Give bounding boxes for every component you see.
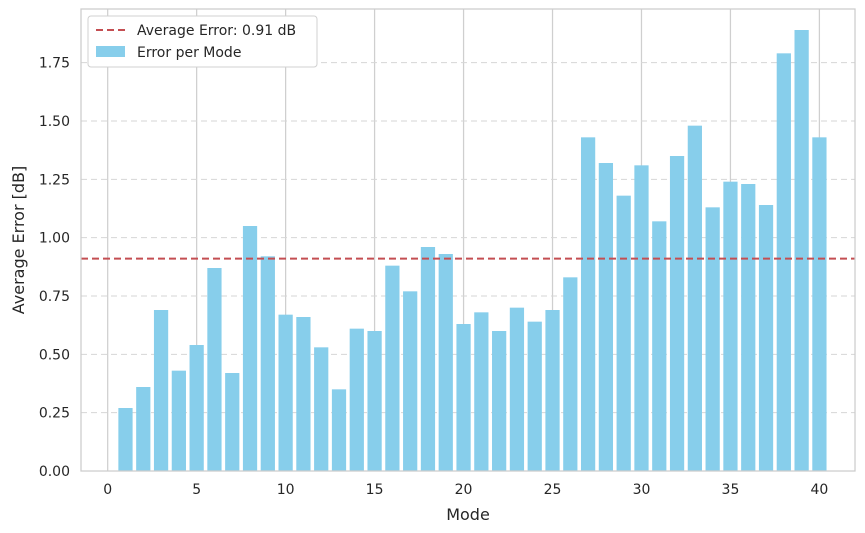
bar	[314, 347, 329, 471]
bar	[474, 312, 489, 471]
y-tick-label: 1.00	[39, 231, 70, 247]
bar	[367, 331, 382, 471]
bar	[296, 317, 311, 471]
y-tick-label: 1.25	[39, 172, 70, 188]
y-tick-label: 0.00	[39, 464, 70, 480]
bar	[616, 195, 631, 471]
legend-box	[87, 15, 318, 68]
legend-swatch-bars	[96, 46, 125, 57]
bar	[723, 181, 738, 471]
x-tick-labels: 0 5 10 15 20 25 30 35 40	[103, 482, 828, 498]
bar	[438, 254, 453, 471]
bar	[527, 321, 542, 471]
bar	[652, 221, 667, 471]
y-tick-label: 0.25	[39, 406, 70, 422]
bar	[776, 53, 791, 471]
bar	[225, 373, 240, 471]
bar	[509, 307, 525, 471]
bar	[118, 408, 133, 471]
x-tick-label: 10	[277, 482, 295, 498]
x-tick-label: 40	[810, 482, 828, 498]
bar	[492, 331, 507, 471]
bar	[812, 137, 827, 472]
bar	[349, 328, 364, 471]
bars-layer	[118, 30, 827, 472]
x-axis-label: Mode	[446, 505, 490, 524]
bar	[207, 268, 222, 471]
bar	[545, 310, 560, 471]
bar	[669, 156, 685, 471]
x-tick-label: 30	[633, 482, 651, 498]
bar	[687, 125, 702, 472]
legend-label-bars: Error per Mode	[137, 45, 241, 61]
bar	[634, 165, 649, 472]
bar	[741, 184, 756, 471]
plot-frame	[80, 8, 856, 472]
bar	[260, 256, 275, 471]
bar	[278, 314, 293, 471]
bar	[242, 226, 258, 471]
x-tick-label: 5	[192, 482, 201, 498]
y-axis-label: Average Error [dB]	[9, 166, 28, 315]
bar	[331, 389, 347, 471]
bar	[705, 207, 720, 472]
y-tick-label: 1.50	[39, 114, 70, 130]
bar	[580, 137, 596, 472]
legend-label-average: Average Error: 0.91 dB	[137, 23, 296, 39]
bar	[563, 277, 578, 471]
bar	[153, 310, 169, 471]
bar	[385, 265, 400, 471]
bar	[456, 324, 471, 471]
bar	[794, 30, 809, 471]
x-tick-label: 25	[544, 482, 562, 498]
x-tick-label: 20	[455, 482, 473, 498]
bar	[758, 205, 774, 471]
y-tick-label: 0.50	[39, 347, 70, 363]
y-tick-labels: 0.00 0.25 0.50 0.75 1.00 1.25 1.50 1.75	[39, 56, 70, 480]
bar	[598, 163, 614, 471]
y-tick-label: 0.75	[39, 289, 70, 305]
legend: Average Error: 0.91 dB Error per Mode	[87, 15, 318, 68]
bar	[189, 345, 204, 471]
bar	[136, 387, 151, 471]
x-tick-label: 15	[366, 482, 384, 498]
bar	[171, 370, 186, 471]
y-tick-label: 1.75	[39, 56, 70, 72]
bar	[403, 291, 418, 471]
bar	[420, 247, 436, 471]
x-tick-label: 35	[722, 482, 740, 498]
x-tick-label: 0	[103, 482, 112, 498]
